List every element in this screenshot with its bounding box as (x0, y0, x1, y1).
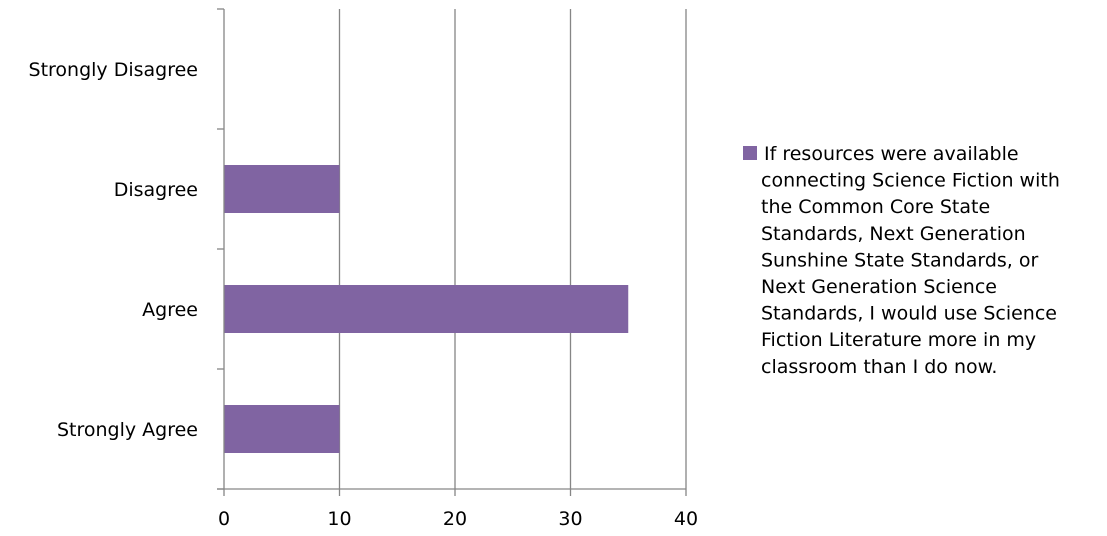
x-tick-label: 10 (327, 508, 351, 530)
legend-text-line: Fiction Literature more in my (761, 329, 1036, 351)
legend-text-line: the Common Core State (761, 196, 990, 218)
legend-swatch (743, 146, 757, 160)
bar-strongly-agree (224, 405, 340, 453)
legend-text-line: Next Generation Science (761, 276, 997, 298)
y-axis-category-labels: Strongly Agree Agree Disagree Strongly Disa… (29, 59, 198, 441)
legend-text-line: Sunshine State Standards, or (761, 249, 1039, 271)
legend-text-line: Standards, I would use Science (761, 303, 1057, 325)
x-tick-label: 0 (218, 508, 230, 530)
legend-text-line: classroom than I do now. (761, 356, 997, 378)
x-axis-tick-labels: 0 10 20 30 40 (218, 508, 698, 530)
y-category-label: Strongly Agree (57, 419, 198, 441)
x-tick-label: 40 (674, 508, 698, 530)
legend-text-line: connecting Science Fiction with (761, 170, 1060, 192)
legend-text-line: Standards, Next Generation (761, 223, 1026, 245)
x-tick-label: 20 (443, 508, 467, 530)
legend: If resources were available connecting Sc… (743, 143, 1060, 378)
bar-agree (224, 285, 629, 333)
x-tick-label: 30 (558, 508, 582, 530)
bars (224, 165, 629, 453)
y-category-label: Strongly Disagree (29, 59, 198, 81)
y-category-label: Agree (142, 299, 198, 321)
axes (217, 8, 687, 496)
bar-disagree (224, 165, 340, 213)
legend-text-line: If resources were available (764, 143, 1019, 165)
y-category-label: Disagree (114, 179, 198, 201)
gridlines (338, 9, 687, 489)
